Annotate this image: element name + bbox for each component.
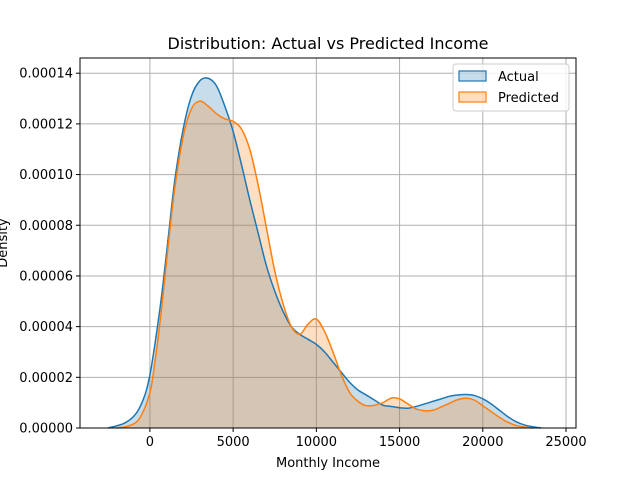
x-axis-label: Monthly Income	[276, 456, 380, 471]
legend-swatch	[458, 91, 487, 103]
density-lines	[108, 77, 542, 429]
y-tick-label: 0.00014	[19, 67, 73, 82]
series-actual-area	[108, 77, 542, 428]
y-tick-label: 0.00004	[19, 320, 73, 335]
y-tick-label: 0.00010	[19, 168, 73, 183]
series-actual-line	[108, 77, 542, 429]
y-axis-label: Density	[0, 218, 11, 268]
series-predicted-line	[116, 100, 533, 429]
x-axis-ticks: 0 5000 10000 15000 20000 25000	[146, 428, 587, 450]
x-tick-label: 0	[146, 435, 154, 450]
legend-label: Predicted	[498, 91, 559, 106]
x-tick-label: 15000	[379, 435, 420, 450]
series-predicted-area	[116, 101, 533, 428]
legend: Actual Predicted	[452, 63, 570, 112]
chart-title: Distribution: Actual vs Predicted Income	[168, 34, 489, 53]
x-tick-label: 5000	[217, 435, 250, 450]
x-tick-label: 10000	[296, 435, 337, 450]
density-fills	[108, 77, 542, 428]
y-axis-ticks: 0.00000 0.00002 0.00004 0.00006 0.00008 0.000…	[19, 67, 80, 437]
plot-frame	[79, 57, 577, 429]
y-tick-label: 0.00000	[19, 422, 73, 437]
legend-frame	[452, 63, 570, 112]
y-tick-label: 0.00008	[19, 219, 73, 234]
legend-swatch	[458, 70, 487, 82]
y-tick-label: 0.00002	[19, 371, 73, 386]
y-tick-label: 0.00012	[19, 117, 73, 132]
x-tick-label: 25000	[545, 435, 586, 450]
legend-label: Actual	[498, 70, 539, 85]
x-tick-label: 20000	[462, 435, 503, 450]
y-tick-label: 0.00006	[19, 269, 73, 284]
